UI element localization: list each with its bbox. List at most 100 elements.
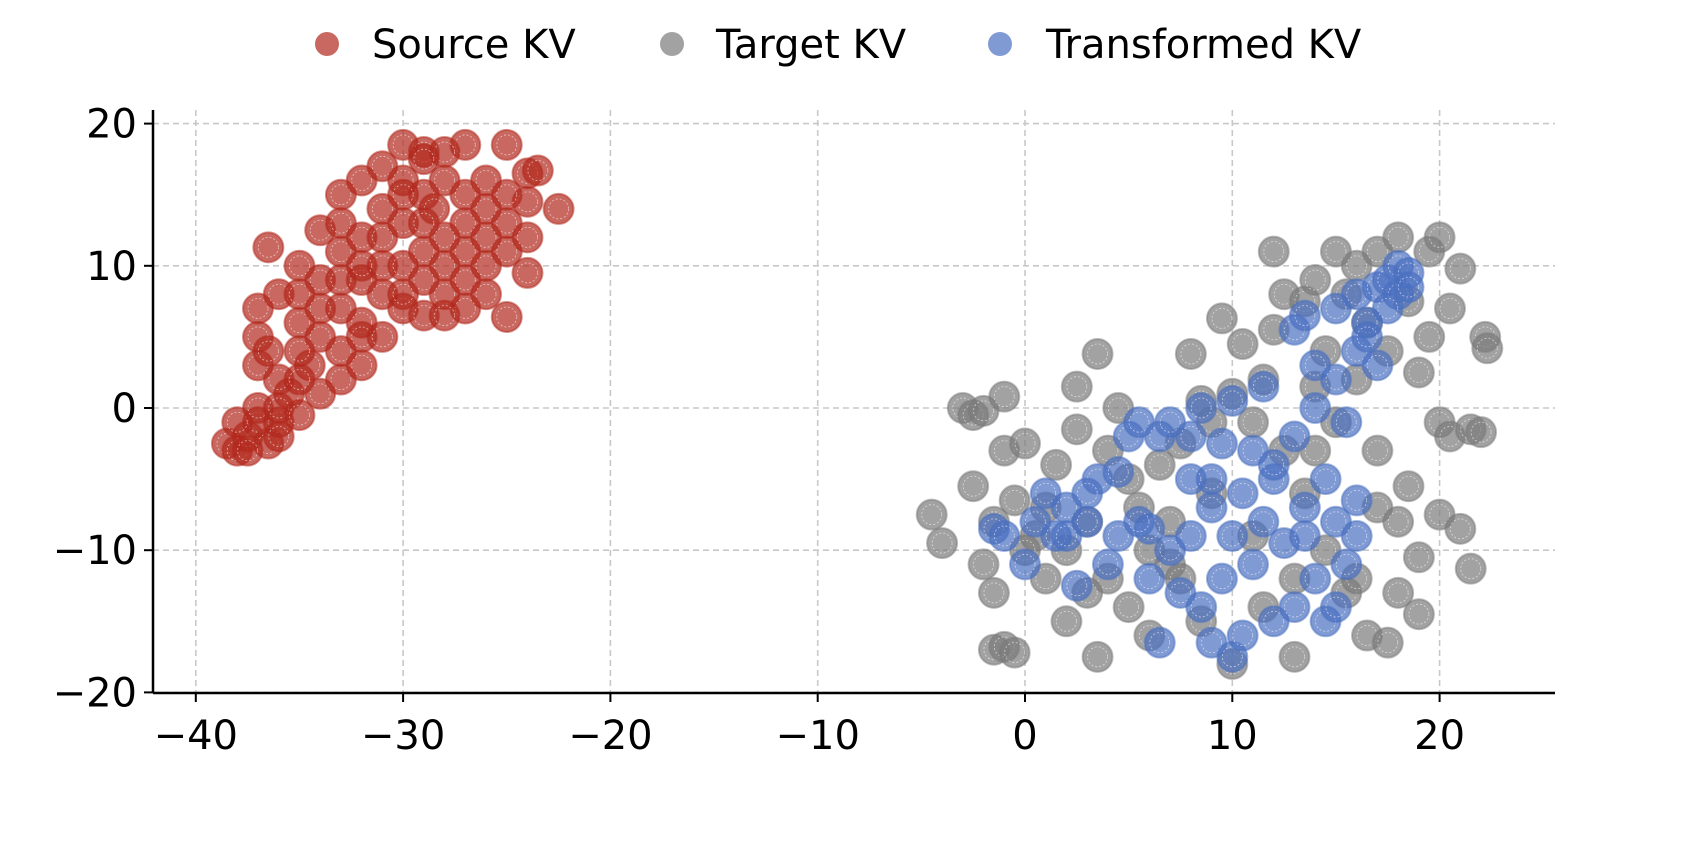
data-point-ring — [454, 298, 476, 319]
data-point-ring — [1325, 596, 1347, 618]
data-point-ring — [1304, 354, 1326, 376]
data-point-ring — [1211, 568, 1233, 590]
data-point-ring — [434, 141, 455, 163]
data-point-ring — [1076, 582, 1098, 604]
data-point — [283, 249, 316, 282]
data-point-ring — [475, 226, 497, 248]
data-point-ring — [1356, 312, 1378, 334]
data-point-ring — [1149, 632, 1171, 654]
legend-label: Source KV — [372, 22, 576, 68]
data-point — [957, 470, 990, 503]
data-point-ring — [1242, 554, 1264, 575]
data-point — [1444, 512, 1477, 545]
data-point-ring — [1066, 575, 1088, 597]
data-point-ring — [289, 255, 310, 277]
data-point-ring — [371, 155, 393, 177]
data-point-ring — [1201, 632, 1222, 654]
data-point — [1154, 534, 1187, 567]
data-point-ring — [1294, 525, 1316, 547]
data-point-ring — [454, 269, 476, 291]
data-point — [428, 299, 461, 332]
data-point — [1423, 221, 1456, 254]
data-point-ring — [351, 312, 373, 334]
data-point-ring — [330, 184, 352, 206]
legend-marker — [660, 32, 684, 56]
data-point-ring — [962, 475, 984, 497]
data-point-ring — [1252, 376, 1274, 398]
data-point — [1091, 548, 1124, 581]
data-point-ring — [413, 212, 435, 234]
data-point — [324, 207, 357, 240]
data-point-ring — [1004, 490, 1026, 511]
data-point-ring — [1232, 625, 1254, 646]
data-point — [1361, 434, 1394, 467]
data-point-ring — [330, 212, 352, 234]
x-tick-label: 10 — [1207, 713, 1258, 759]
y-tick-label: −10 — [53, 528, 137, 574]
data-point-ring — [392, 184, 414, 206]
data-point — [521, 154, 554, 187]
data-point-ring — [1190, 596, 1212, 618]
data-point-ring — [413, 269, 435, 291]
data-point-ring — [237, 440, 259, 462]
data-point-ring — [351, 170, 373, 191]
data-point-ring — [1449, 518, 1471, 540]
data-point — [1247, 370, 1280, 403]
data-point-ring — [330, 340, 352, 362]
data-point — [366, 221, 399, 254]
data-point-ring — [1294, 305, 1316, 326]
data-point-ring — [351, 255, 373, 277]
data-point — [345, 349, 378, 382]
legend: Source KV Target KV Transformed KV — [315, 22, 1362, 68]
data-point-ring — [1004, 642, 1026, 663]
data-point-ring — [289, 312, 310, 334]
data-point — [1382, 221, 1415, 254]
data-point-ring — [1449, 258, 1471, 280]
data-point — [1133, 562, 1166, 595]
data-point-ring — [1470, 421, 1492, 443]
data-point — [1050, 519, 1083, 552]
data-point-ring — [1056, 610, 1077, 632]
data-point-ring — [1429, 504, 1450, 526]
data-point-ring — [330, 269, 352, 291]
data-point — [1433, 292, 1466, 325]
data-point-ring — [434, 305, 455, 326]
data-point — [1340, 484, 1373, 517]
x-tick-label: 0 — [1012, 713, 1037, 759]
data-point-ring — [1315, 468, 1336, 490]
x-tick-label: −20 — [568, 713, 652, 759]
data-point-ring — [1232, 482, 1254, 504]
data-point-ring — [1325, 511, 1347, 533]
data-point — [1060, 413, 1093, 446]
data-point — [1081, 337, 1114, 370]
data-point — [283, 363, 316, 396]
data-point-ring — [1304, 397, 1326, 419]
data-point — [1330, 548, 1363, 581]
data-point — [1257, 235, 1290, 268]
data-point — [1299, 562, 1332, 595]
data-point — [231, 434, 264, 467]
data-point-ring — [1087, 343, 1108, 365]
data-point-ring — [1325, 369, 1347, 390]
data-point — [1288, 491, 1321, 524]
data-point — [1226, 328, 1259, 361]
data-point — [1226, 477, 1259, 510]
data-point-ring — [351, 354, 373, 376]
data-point-ring — [1346, 568, 1368, 590]
data-point — [1226, 619, 1259, 652]
data-point-ring — [548, 198, 569, 220]
data-point-ring — [1066, 418, 1088, 440]
data-point-ring — [1252, 511, 1274, 533]
data-point-ring — [289, 369, 310, 390]
data-point-ring — [993, 525, 1015, 547]
data-point — [304, 292, 337, 325]
data-point-ring — [1221, 390, 1243, 412]
data-point — [262, 420, 295, 453]
data-point-ring — [1242, 440, 1264, 462]
data-point-ring — [973, 554, 994, 575]
y-tick-label: 0 — [112, 386, 137, 432]
data-point — [407, 143, 440, 176]
data-point-ring — [527, 160, 549, 181]
data-point-ring — [1398, 475, 1419, 497]
